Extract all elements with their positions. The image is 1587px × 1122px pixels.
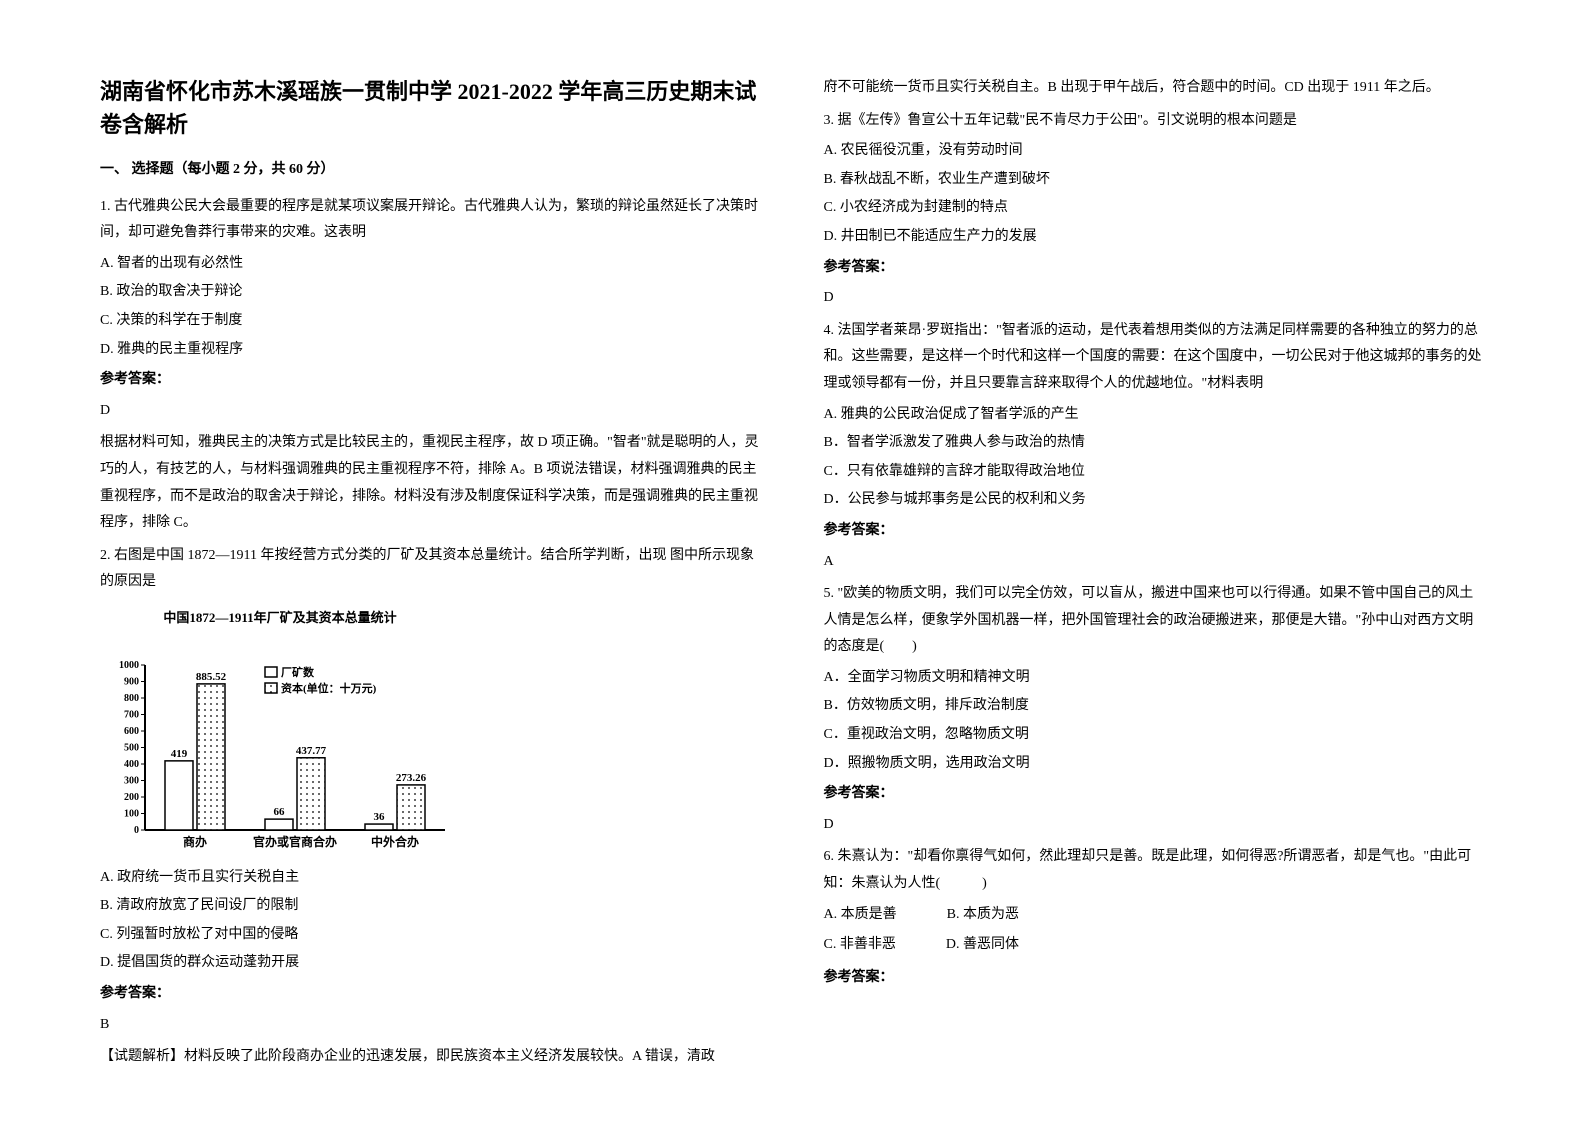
q1-option-d: D. 雅典的民主重视程序 <box>100 337 764 364</box>
svg-text:300: 300 <box>124 775 139 786</box>
svg-text:885.52: 885.52 <box>196 670 227 682</box>
q6-option-a: A. 本质是善 <box>824 902 897 929</box>
section-header: 一、 选择题（每小题 2 分，共 60 分） <box>100 157 764 184</box>
svg-text:600: 600 <box>124 726 139 737</box>
svg-text:36: 36 <box>374 811 386 823</box>
q3-option-c: C. 小农经济成为封建制的特点 <box>824 195 1488 222</box>
svg-text:商办: 商办 <box>183 834 207 849</box>
q2-stem: 2. 右图是中国 1872—1911 年按经营方式分类的厂矿及其资本总量统计。结… <box>100 543 764 596</box>
q2-explanation-part2: 府不可能统一货币且实行关税自主。B 出现于甲午战后，符合题中的时间。CD 出现于… <box>824 75 1488 102</box>
q1-option-b: B. 政治的取舍决于辩论 <box>100 279 764 306</box>
svg-text:273.26: 273.26 <box>396 772 427 784</box>
document-title: 湖南省怀化市苏木溪瑶族一贯制中学 2021-2022 学年高三历史期末试卷含解析 <box>100 75 764 141</box>
q4-option-d: D．公民参与城邦事务是公民的权利和义务 <box>824 487 1488 514</box>
q5-option-d: D．照搬物质文明，选用政治文明 <box>824 751 1488 778</box>
q6-answer-label: 参考答案： <box>824 965 1488 992</box>
q3-option-d: D. 井田制已不能适应生产力的发展 <box>824 224 1488 251</box>
q4-option-b: B．智者学派激发了雅典人参与政治的热情 <box>824 430 1488 457</box>
q5-answer-label: 参考答案： <box>824 781 1488 808</box>
q1-stem: 1. 古代雅典公民大会最重要的程序是就某项议案展开辩论。古代雅典人认为，繁琐的辩… <box>100 194 764 247</box>
svg-text:900: 900 <box>124 676 139 687</box>
q3-option-a: A. 农民徭役沉重，没有劳动时间 <box>824 138 1488 165</box>
q4-option-a: A. 雅典的公民政治促成了智者学派的产生 <box>824 402 1488 429</box>
q2-answer-label: 参考答案： <box>100 981 764 1008</box>
svg-text:800: 800 <box>124 693 139 704</box>
svg-text:0: 0 <box>134 825 139 836</box>
q5-option-b: B．仿效物质文明，排斥政治制度 <box>824 693 1488 720</box>
q1-option-a: A. 智者的出现有必然性 <box>100 251 764 278</box>
svg-text:200: 200 <box>124 792 139 803</box>
q6-option-c: C. 非善非恶 <box>824 932 896 959</box>
q3-option-b: B. 春秋战乱不断，农业生产遭到破坏 <box>824 167 1488 194</box>
svg-text:700: 700 <box>124 709 139 720</box>
svg-text:500: 500 <box>124 742 139 753</box>
chart-svg: 0 100 200 300 400 500 600 700 800 900 1000 厂矿数资本(单位… <box>100 635 460 855</box>
left-column: 湖南省怀化市苏木溪瑶族一贯制中学 2021-2022 学年高三历史期末试卷含解析… <box>100 75 764 1047</box>
q2-answer: B <box>100 1012 764 1039</box>
q4-option-c: C．只有依靠雄辩的言辞才能取得政治地位 <box>824 459 1488 486</box>
bar-chart: 中国1872—1911年厂矿及其资本总量统计 0 100 200 300 400 500 6… <box>100 606 460 855</box>
svg-text:厂矿数: 厂矿数 <box>281 665 315 679</box>
svg-text:中外合办: 中外合办 <box>371 834 419 849</box>
q3-stem: 3. 据《左传》鲁宣公十五年记载"民不肯尽力于公田"。引文说明的根本问题是 <box>824 108 1488 135</box>
svg-text:官办或官商合办: 官办或官商合办 <box>253 834 337 849</box>
q6-stem: 6. 朱熹认为："却看你禀得气如何，然此理却只是善。既是此理，如何得恶?所谓恶者… <box>824 844 1488 897</box>
q2-option-c: C. 列强暂时放松了对中国的侵略 <box>100 922 764 949</box>
q4-answer: A <box>824 549 1488 576</box>
q4-answer-label: 参考答案： <box>824 518 1488 545</box>
chart-title: 中国1872—1911年厂矿及其资本总量统计 <box>100 606 460 631</box>
q5-stem: 5. "欧美的物质文明，我们可以完全仿效，可以盲从，搬进中国来也可以行得通。如果… <box>824 581 1488 661</box>
q2-explanation-part1: 【试题解析】材料反映了此阶段商办企业的迅速发展，即民族资本主义经济发展较快。A … <box>100 1044 764 1071</box>
q2-option-a: A. 政府统一货币且实行关税自主 <box>100 865 764 892</box>
q5-answer: D <box>824 812 1488 839</box>
q6-option-d: D. 善恶同体 <box>946 932 1019 959</box>
q1-option-c: C. 决策的科学在于制度 <box>100 308 764 335</box>
svg-text:1000: 1000 <box>119 660 139 671</box>
q1-answer-label: 参考答案： <box>100 367 764 394</box>
q1-answer: D <box>100 398 764 425</box>
svg-text:66: 66 <box>274 806 286 818</box>
q1-explanation: 根据材料可知，雅典民主的决策方式是比较民主的，重视民主程序，故 D 项正确。"智… <box>100 430 764 536</box>
q5-option-c: C．重视政治文明，忽略物质文明 <box>824 722 1488 749</box>
svg-text:100: 100 <box>124 808 139 819</box>
q3-answer: D <box>824 285 1488 312</box>
q5-option-a: A．全面学习物质文明和精神文明 <box>824 665 1488 692</box>
svg-text:437.77: 437.77 <box>296 744 327 756</box>
svg-text:资本(单位：十万元): 资本(单位：十万元) <box>281 681 377 695</box>
q2-option-d: D. 提倡国货的群众运动蓬勃开展 <box>100 950 764 977</box>
q2-option-b: B. 清政府放宽了民间设厂的限制 <box>100 893 764 920</box>
q3-answer-label: 参考答案： <box>824 255 1488 282</box>
right-column: 府不可能统一货币且实行关税自主。B 出现于甲午战后，符合题中的时间。CD 出现于… <box>824 75 1488 1047</box>
svg-text:419: 419 <box>171 747 188 759</box>
q6-option-b: B. 本质为恶 <box>947 902 1019 929</box>
svg-text:400: 400 <box>124 759 139 770</box>
q4-stem: 4. 法国学者莱昂·罗斑指出："智者派的运动，是代表着想用类似的方法满足同样需要… <box>824 318 1488 398</box>
